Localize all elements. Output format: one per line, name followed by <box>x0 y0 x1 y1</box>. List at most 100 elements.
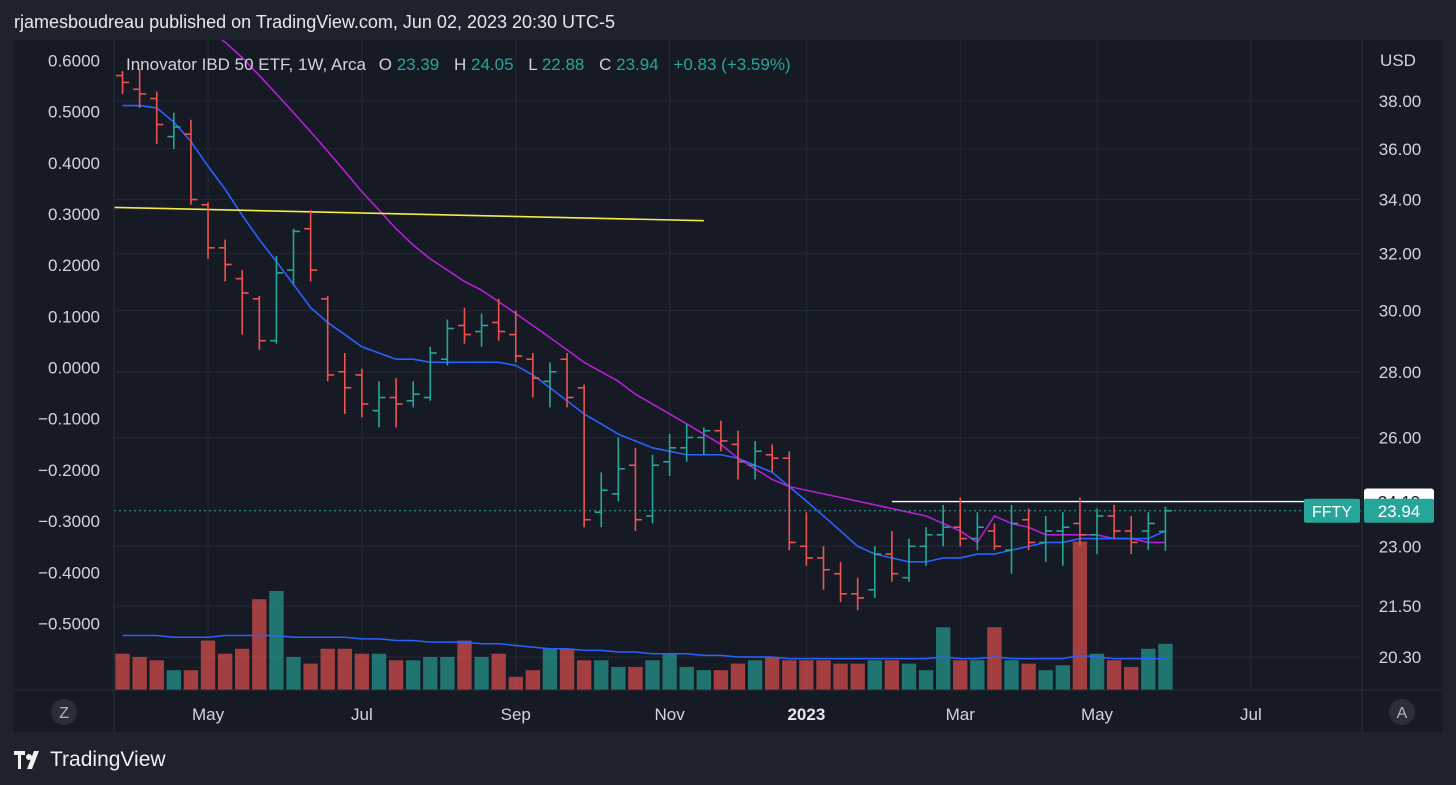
ohlc-bar <box>389 378 403 428</box>
ohlc-bar <box>782 451 796 551</box>
auto-scale-button-label: A <box>1397 705 1408 722</box>
volume-bar <box>713 670 729 690</box>
ohlc-bar <box>1090 508 1104 555</box>
volume-bar <box>594 660 609 690</box>
last-price-label: 23.94 <box>1378 502 1421 521</box>
volume-bar <box>576 660 592 690</box>
auto-scale-button[interactable] <box>1389 699 1415 725</box>
volume-bar <box>1038 670 1053 690</box>
ohlc-bar <box>355 368 369 418</box>
ohlc-bar <box>987 523 1001 551</box>
volume-bar <box>1004 660 1019 690</box>
trendline <box>113 206 704 222</box>
ohlc-bar <box>1073 497 1087 547</box>
ohlc-bar <box>475 313 489 347</box>
price-tick-label: 36.00 <box>1379 140 1422 159</box>
ohlc-bar <box>970 512 984 551</box>
price-chart[interactable]: 38.00 36.00 34.00 32.00 30.00 28.00 26.00 23.00… <box>14 40 1442 732</box>
right-axis-panel <box>1362 40 1442 732</box>
volume-bar <box>884 660 900 690</box>
footer: TradingView <box>14 748 166 772</box>
volume-bar <box>252 599 267 690</box>
ohlc-bar <box>423 346 437 401</box>
price-tick-label: 20.30 <box>1379 648 1422 667</box>
left-tick-label: −0.4000 <box>38 563 100 582</box>
publish-info: rjamesboudreau published on TradingView.… <box>14 12 616 32</box>
ohlc-bar <box>269 256 283 344</box>
ohlc-bar <box>457 307 471 344</box>
price-tick-label: 34.00 <box>1379 191 1422 210</box>
volume-bar <box>628 666 643 690</box>
left-tick-label: 0.2000 <box>48 256 100 275</box>
ohlc-bar <box>116 71 130 94</box>
ohlc-bar <box>834 561 848 602</box>
ohlc-bar <box>287 228 301 285</box>
volume-bar <box>867 660 882 690</box>
volume-bar <box>1055 665 1071 690</box>
volume-bar <box>405 660 421 690</box>
volume-bar <box>918 670 934 690</box>
time-tick-label: May <box>192 705 225 724</box>
ohlc-bar <box>697 427 711 455</box>
ohlc-bar <box>1022 508 1036 551</box>
volume-bar <box>696 670 711 690</box>
symbol-name: Innovator IBD 50 ETF, 1W, Arca <box>126 55 367 74</box>
low-value: 22.88 <box>542 55 585 74</box>
ohlc-bar <box>235 270 249 335</box>
brand-name: TradingView <box>50 748 166 771</box>
volume-bars <box>115 541 1173 690</box>
volume-bar <box>1124 666 1139 690</box>
volume-bar <box>474 657 489 690</box>
volume-bar <box>1072 541 1088 690</box>
ohlc-bar <box>851 577 865 611</box>
volume-bar <box>115 653 130 690</box>
volume-bar <box>337 648 352 690</box>
ohlc-bar <box>133 68 147 108</box>
log-scale-button[interactable] <box>51 699 77 725</box>
ohlc-bar <box>919 527 933 566</box>
volume-bar <box>457 640 472 690</box>
time-tick-label: Mar <box>946 705 976 724</box>
ohlc-bar <box>560 352 574 408</box>
ohlc-bar <box>799 512 813 566</box>
open-label: O <box>379 55 392 74</box>
volume-bar <box>901 663 917 690</box>
chart-container[interactable]: 38.00 36.00 34.00 32.00 30.00 28.00 26.00 23.00… <box>14 40 1442 732</box>
ohlc-bar <box>150 91 164 144</box>
left-tick-label: −0.2000 <box>38 461 100 480</box>
volume-bar <box>1021 663 1036 690</box>
left-tick-label: 0.1000 <box>48 307 100 326</box>
price-tick-label: 28.00 <box>1379 363 1422 382</box>
volume-bar <box>765 657 780 690</box>
left-axis-panel <box>14 40 114 732</box>
symbol-legend[interactable]: Innovator IBD 50 ETF, 1W, Arca O 23.39 H… <box>126 55 791 74</box>
volume-bar <box>440 657 455 690</box>
price-tick-label: 38.00 <box>1379 92 1422 111</box>
volume-bar <box>508 676 523 690</box>
ma-slow-line <box>220 40 1166 544</box>
ohlc-bar <box>953 497 967 547</box>
volume-bar <box>850 663 865 690</box>
volume-bar <box>1141 648 1156 690</box>
volume-bar <box>1158 643 1173 690</box>
time-tick-label: May <box>1081 705 1114 724</box>
ohlc-bar <box>885 530 899 582</box>
volume-bar <box>166 670 182 690</box>
ohlc-bar <box>372 381 386 428</box>
volume-bar <box>970 660 985 690</box>
volume-bar <box>269 591 284 690</box>
ohlc-bar <box>338 352 352 414</box>
volume-bar <box>423 657 438 690</box>
volume-bar <box>149 660 164 690</box>
price-tick-label: 32.00 <box>1379 244 1422 263</box>
left-tick-label: 0.5000 <box>48 103 100 122</box>
ohlc-bar <box>252 295 266 350</box>
volume-bar <box>645 660 660 690</box>
ohlc-bar <box>218 239 232 282</box>
volume-bar <box>730 663 746 690</box>
price-tick-label: 21.50 <box>1379 597 1422 616</box>
volume-bar <box>1089 653 1105 690</box>
time-tick-label: Nov <box>654 705 685 724</box>
ohlc-bar <box>680 423 694 462</box>
axes: 38.00 36.00 34.00 32.00 30.00 28.00 26.00 23.00… <box>14 40 1442 732</box>
